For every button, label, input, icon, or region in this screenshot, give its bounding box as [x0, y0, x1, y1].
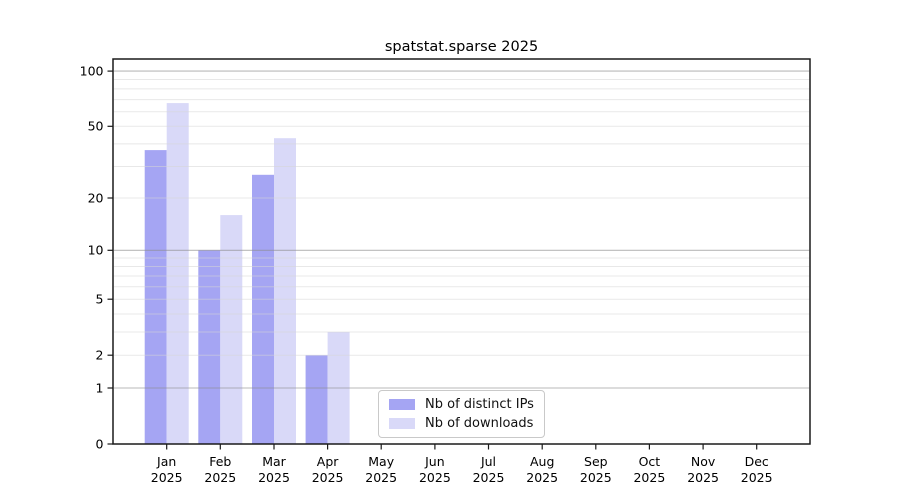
bar-ips-mar [252, 174, 274, 445]
x-tick-label-month: Sep [584, 454, 608, 469]
bar-ips-jan [144, 150, 167, 444]
y-tick-label: 5 [96, 292, 104, 307]
legend-swatch-distinct-ips [389, 399, 415, 410]
y-tick-label: 2 [96, 348, 104, 363]
x-tick-label-month: Jul [480, 454, 496, 469]
x-tick-label-year: 2025 [419, 470, 451, 485]
x-tick-label-month: Nov [691, 454, 716, 469]
legend-label-downloads: Nb of downloads [425, 416, 534, 431]
y-tick-label: 1 [96, 380, 104, 395]
y-axis-labels: 0 1 2 5 10 20 50 100 [80, 63, 104, 451]
legend: Nb of distinct IPs Nb of downloads [378, 390, 545, 438]
y-tick-label: 50 [88, 119, 104, 134]
bar-downloads-feb [220, 215, 243, 444]
x-tick-label-year: 2025 [151, 470, 183, 485]
bar-downloads-mar [274, 138, 296, 444]
legend-label-distinct-ips: Nb of distinct IPs [425, 397, 534, 412]
x-tick-label-month: May [368, 454, 394, 469]
x-tick-label-year: 2025 [580, 470, 612, 485]
y-tick-label: 20 [88, 190, 104, 205]
chart-title: spatstat.sparse 2025 [385, 39, 538, 55]
x-tick-label-month: Jun [424, 454, 445, 469]
bar-downloads-jan [166, 103, 189, 444]
y-tick-label: 10 [88, 243, 104, 258]
bars-group [144, 103, 350, 445]
x-tick-label-month: Dec [745, 454, 769, 469]
x-tick-label-year: 2025 [633, 470, 665, 485]
x-tick-label-year: 2025 [204, 470, 236, 485]
x-tick-label-year: 2025 [741, 470, 773, 485]
bar-ips-feb [198, 250, 221, 444]
legend-swatch-downloads [389, 418, 415, 429]
x-tick-label-year: 2025 [365, 470, 397, 485]
x-tick-label-month: Feb [209, 454, 231, 469]
x-tick-label-month: Mar [262, 454, 286, 469]
x-tick-label-year: 2025 [473, 470, 505, 485]
x-tick-label-year: 2025 [687, 470, 719, 485]
x-tick-label-month: Jan [156, 454, 176, 469]
x-tick-label-year: 2025 [526, 470, 558, 485]
x-tick-label-month: Oct [639, 454, 661, 469]
y-tick-label: 0 [96, 436, 104, 451]
legend-item-downloads: Nb of downloads [389, 417, 534, 430]
bar-ips-apr [305, 355, 328, 444]
axis-ticks [107, 70, 758, 450]
x-tick-label-month: Aug [530, 454, 554, 469]
legend-item-distinct-ips: Nb of distinct IPs [389, 398, 534, 411]
x-tick-label-month: Apr [317, 454, 339, 469]
x-axis-labels: Jan2025Feb2025Mar2025Apr2025May2025Jun20… [151, 454, 773, 485]
x-tick-label-year: 2025 [258, 470, 290, 485]
y-tick-label: 100 [80, 63, 104, 78]
major-gridlines [113, 70, 810, 389]
minor-gridlines [113, 79, 810, 356]
plot-area-frame [112, 58, 811, 445]
x-tick-label-year: 2025 [312, 470, 344, 485]
